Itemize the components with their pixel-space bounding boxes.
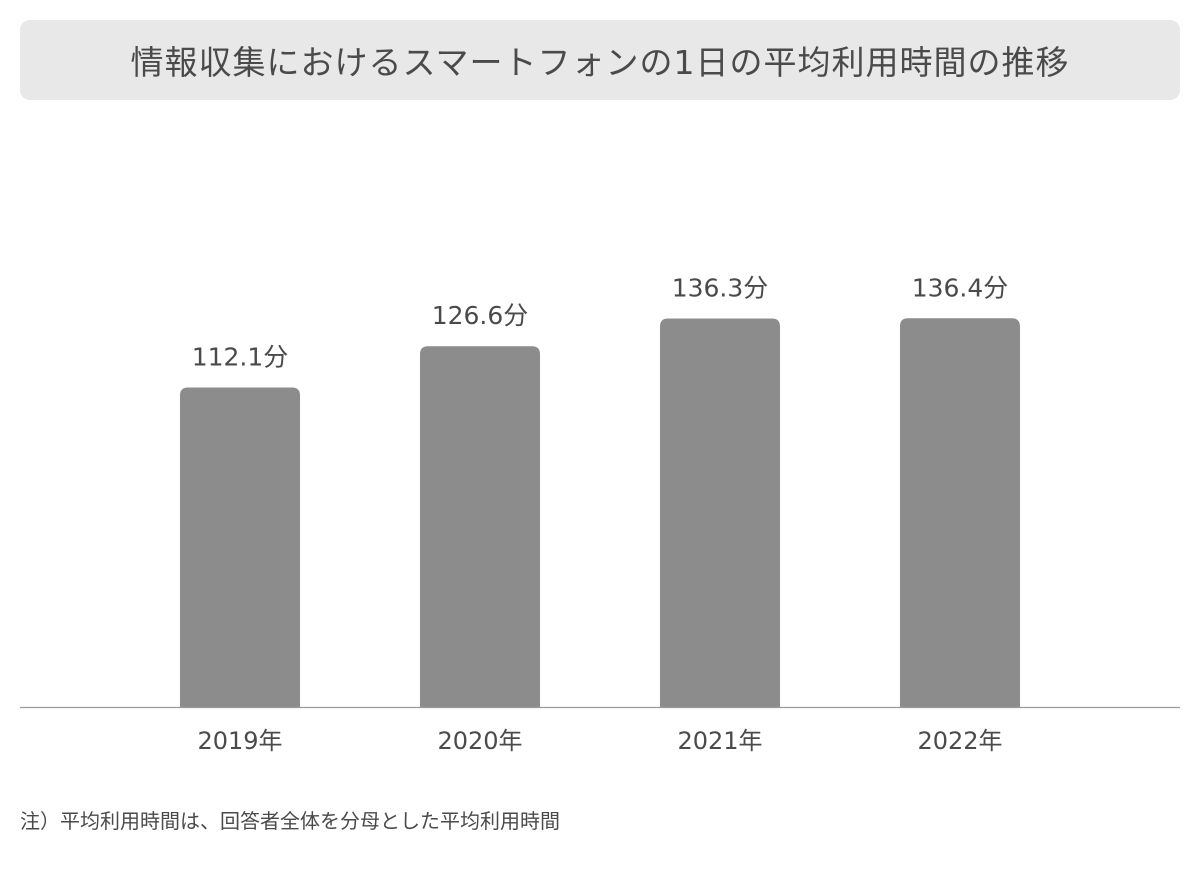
footnote: 注）平均利用時間は、回答者全体を分母とした平均利用時間 — [20, 809, 560, 833]
x-tick-label: 2021年 — [677, 727, 762, 755]
bar — [900, 318, 1020, 707]
bar — [660, 318, 780, 707]
bar-group: 136.4分 2022年 — [900, 273, 1020, 755]
x-tick-label: 2022年 — [917, 727, 1002, 755]
data-label: 136.3分 — [672, 274, 769, 303]
chart-title-box: 情報収集におけるスマートフォンの1日の平均利用時間の推移 — [20, 20, 1180, 100]
bar-group: 112.1分 2019年 — [180, 343, 300, 755]
bar-group: 136.3分 2021年 — [660, 274, 780, 755]
data-label: 126.6分 — [432, 301, 529, 330]
bar-group: 126.6分 2020年 — [420, 301, 540, 755]
x-tick-label: 2020年 — [437, 727, 522, 755]
data-label: 136.4分 — [912, 273, 1009, 302]
bar — [420, 346, 540, 707]
x-tick-label: 2019年 — [197, 727, 282, 755]
data-label: 112.1分 — [192, 343, 289, 372]
chart-title: 情報収集におけるスマートフォンの1日の平均利用時間の推移 — [130, 43, 1070, 82]
bar — [180, 387, 300, 707]
